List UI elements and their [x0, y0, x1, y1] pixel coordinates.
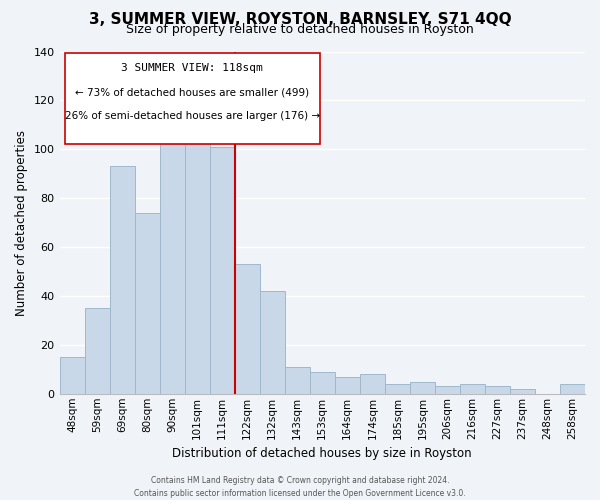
Bar — [510, 389, 535, 394]
Bar — [134, 213, 160, 394]
Bar — [160, 134, 185, 394]
Bar — [560, 384, 585, 394]
Bar — [335, 376, 360, 394]
Text: Contains HM Land Registry data © Crown copyright and database right 2024.
Contai: Contains HM Land Registry data © Crown c… — [134, 476, 466, 498]
Text: 26% of semi-detached houses are larger (176) →: 26% of semi-detached houses are larger (… — [65, 112, 320, 122]
Bar — [260, 291, 285, 394]
Text: 3 SUMMER VIEW: 118sqm: 3 SUMMER VIEW: 118sqm — [121, 64, 263, 74]
Bar — [435, 386, 460, 394]
Text: 3, SUMMER VIEW, ROYSTON, BARNSLEY, S71 4QQ: 3, SUMMER VIEW, ROYSTON, BARNSLEY, S71 4… — [89, 12, 511, 28]
X-axis label: Distribution of detached houses by size in Royston: Distribution of detached houses by size … — [172, 447, 472, 460]
Bar — [485, 386, 510, 394]
Bar — [235, 264, 260, 394]
Y-axis label: Number of detached properties: Number of detached properties — [15, 130, 28, 316]
Bar — [110, 166, 134, 394]
Bar — [410, 382, 435, 394]
Bar — [85, 308, 110, 394]
Bar — [360, 374, 385, 394]
Bar — [310, 372, 335, 394]
Bar — [385, 384, 410, 394]
Bar — [209, 147, 235, 394]
FancyBboxPatch shape — [65, 53, 320, 144]
Bar — [285, 367, 310, 394]
Text: Size of property relative to detached houses in Royston: Size of property relative to detached ho… — [126, 22, 474, 36]
Bar — [460, 384, 485, 394]
Bar — [185, 118, 209, 394]
Text: ← 73% of detached houses are smaller (499): ← 73% of detached houses are smaller (49… — [75, 88, 309, 98]
Bar — [59, 357, 85, 394]
